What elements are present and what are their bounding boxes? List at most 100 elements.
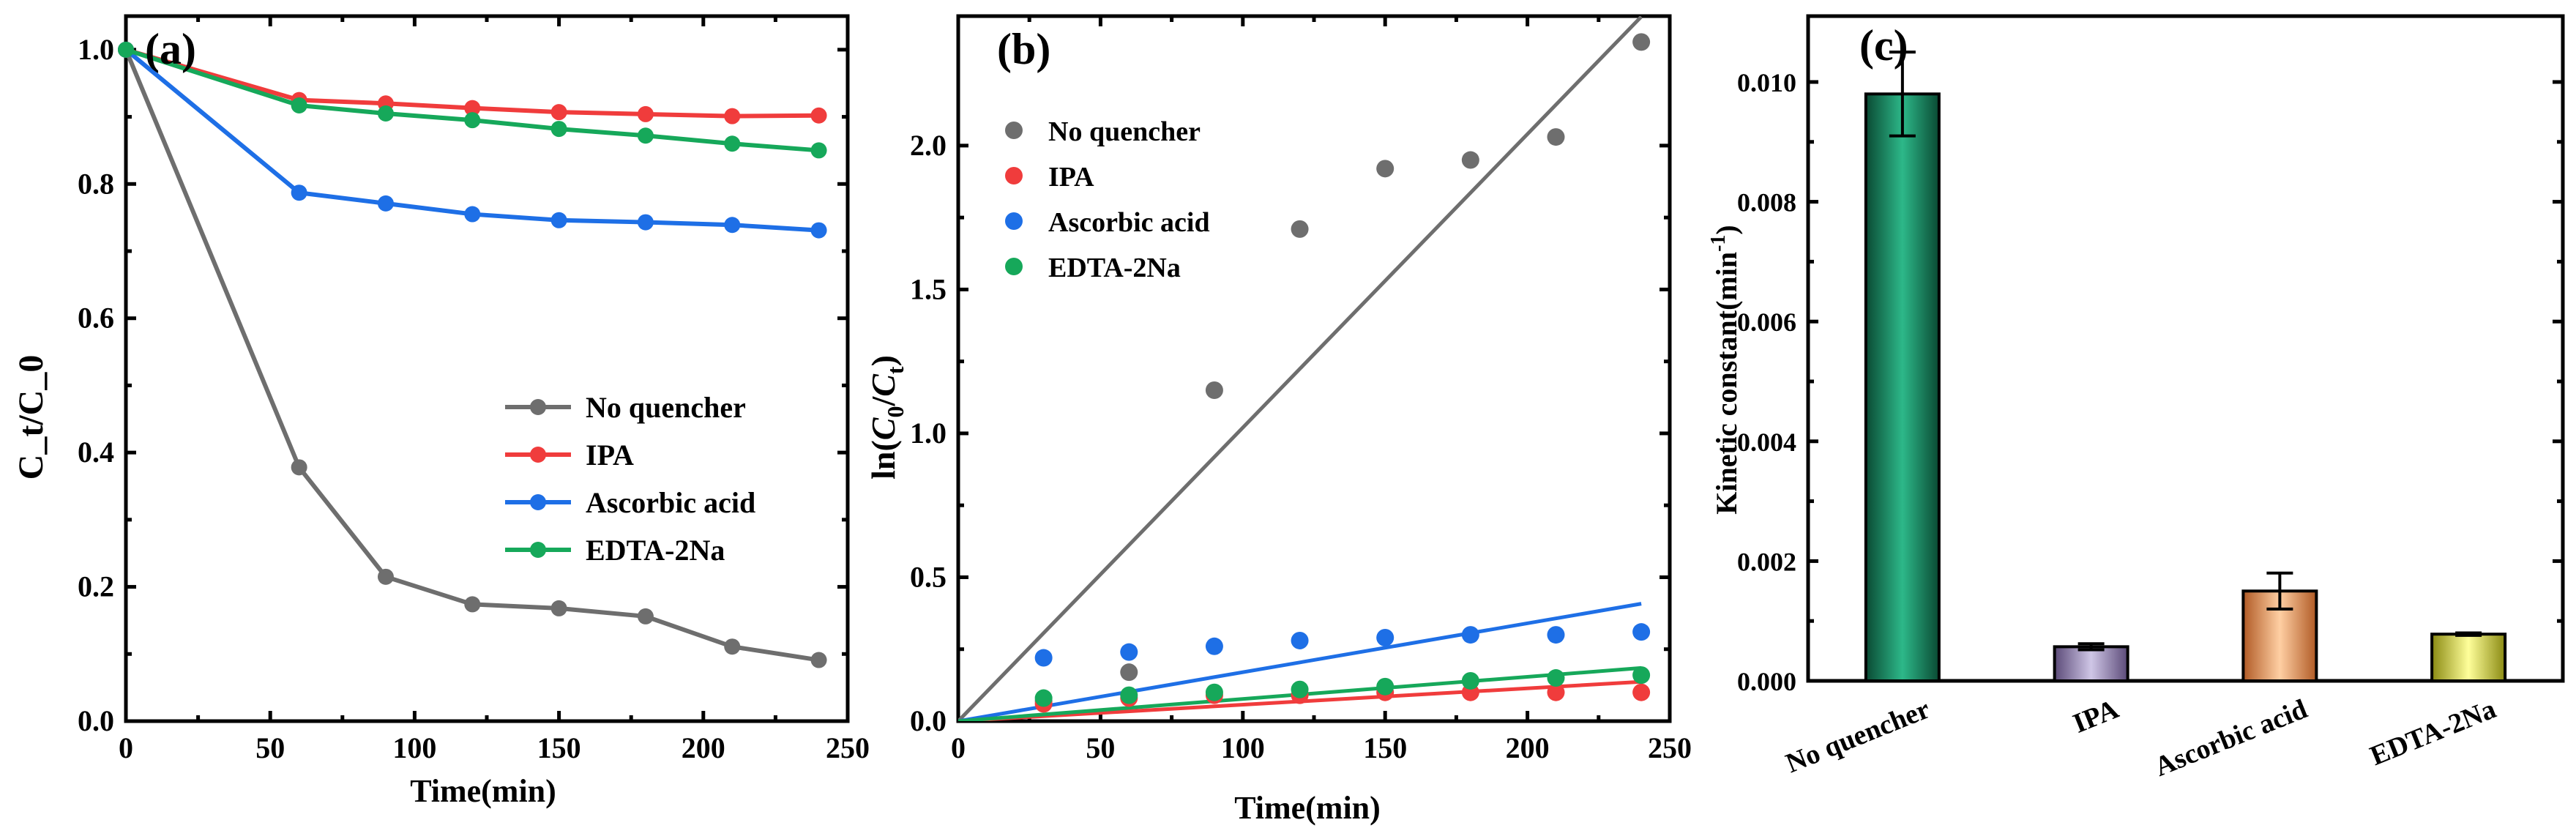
y-tick-label: 0.006 [1737,307,1796,337]
data-point [1632,666,1651,685]
data-point [550,212,567,228]
x-tick-label: 100 [392,731,436,764]
panel-a-ylabel: C_t/C_0 [12,355,51,480]
x-tick-label: 250 [826,731,870,764]
y-tick-label: 0.8 [78,167,114,200]
data-point [637,127,654,144]
data-point [464,100,481,116]
y-tick-label: 0.000 [1737,667,1796,696]
panel-b-ticks: 0 50 100 150 200 250 0.0 0.5 1.0 1.5 2.0 [910,16,1692,764]
data-point [118,41,134,58]
panel-a-legend: No quencher IPA Ascorbic acid EDTA-2Na [505,391,755,567]
y-tick-label: 0.0 [910,704,947,737]
bar [2053,645,2129,683]
data-point [377,195,394,212]
data-point [1034,689,1053,707]
x-tick-label: 200 [1506,731,1550,764]
data-point [550,121,567,138]
panel-a: 0 50 100 150 200 250 0.0 0.2 0.4 0.6 0.8 1.0 (a) Ti… [12,14,870,809]
panel-a-ticks: 0 50 100 150 200 250 0.0 0.2 0.4 0.6 0.8 1.0 [78,16,870,764]
data-point [1547,669,1565,687]
series-line [125,48,819,153]
y-tick-label: 1.0 [78,33,114,66]
panel-a-xlabel: Time(min) [410,773,556,809]
legend-marker [1005,212,1023,230]
legend-label: IPA [586,439,634,471]
data-point [1205,381,1223,399]
panel-c-bars: No quencher IPA Ascorbic acid EDTA-2Na [1782,51,2507,783]
legend-label: IPA [1048,162,1094,193]
data-point [464,596,481,613]
legend-marker [530,542,546,558]
data-point [550,104,567,121]
data-point [1376,160,1395,178]
data-point [1632,623,1651,641]
data-point [724,217,741,234]
legend-label: No quencher [1048,116,1201,147]
data-point [637,214,654,231]
y-tick-label: 0.4 [78,436,114,469]
series-line [124,48,820,663]
legend-marker [1005,167,1023,184]
panel-b-xlabel: Time(min) [1234,790,1381,826]
bar [1864,92,1941,682]
legend-marker [530,447,546,463]
plot-frame [1806,14,2565,683]
category-label: IPA [2069,693,2123,739]
category-label: Ascorbic acid [2150,693,2311,783]
data-point [550,600,567,616]
y-tick-label: 1.0 [910,417,947,450]
category-label: EDTA-2Na [2366,693,2500,772]
series-line [125,47,819,119]
panel-b-ylabel: ln(C0/Ct) [865,355,908,480]
y-tick-label: 0.5 [910,560,947,593]
fit-line [958,16,1643,721]
data-point [1547,626,1565,644]
panel-b-legend: No quencher IPA Ascorbic acid EDTA-2Na [1005,116,1210,283]
legend-label: Ascorbic acid [586,486,755,519]
legend-label: EDTA-2Na [586,534,725,567]
panel-c-frame [1806,14,2565,683]
data-point [1547,683,1565,701]
data-point [724,135,741,152]
y-tick-label: 0.004 [1737,428,1796,457]
legend-label: No quencher [586,391,746,424]
y-tick-label: 2.0 [910,129,947,162]
x-tick-label: 0 [951,731,966,764]
data-point [1461,626,1479,644]
panel-b: 0 50 100 150 200 250 0.0 0.5 1.0 1.5 2.0 (b) Time(… [865,14,1692,826]
data-point [810,652,827,668]
data-point [1291,631,1309,649]
bar [2430,633,2507,682]
data-point [377,105,394,122]
panel-c-ticks: 0.000 0.002 0.004 0.006 0.008 0.010 [1737,68,2563,696]
data-point [291,97,307,113]
y-tick-label: 0.2 [78,570,114,603]
data-point [1205,683,1223,701]
legend-marker [1005,122,1023,139]
legend-label: Ascorbic acid [1048,207,1210,238]
data-point [464,206,481,223]
y-tick-label: 0.008 [1737,188,1796,217]
y-tick-label: 0.010 [1737,68,1796,97]
x-tick-label: 50 [255,731,285,764]
data-point [810,142,827,159]
legend-marker [530,494,546,510]
x-tick-label: 150 [537,731,581,764]
data-point [637,608,654,624]
data-point [1632,33,1651,51]
data-point [1034,649,1053,667]
panel-c: 0.000 0.002 0.004 0.006 0.008 0.010 No quench… [1707,14,2565,783]
data-point [1120,663,1138,682]
x-tick-label: 0 [119,731,133,764]
fit-line [958,602,1642,721]
data-point [1291,680,1309,698]
data-point [1461,671,1479,690]
data-point [810,222,827,239]
panel-a-series [118,41,827,668]
x-tick-label: 150 [1363,731,1407,764]
data-point [1547,128,1565,146]
panel-a-label: (a) [145,25,196,73]
panel-b-series [958,16,1651,721]
